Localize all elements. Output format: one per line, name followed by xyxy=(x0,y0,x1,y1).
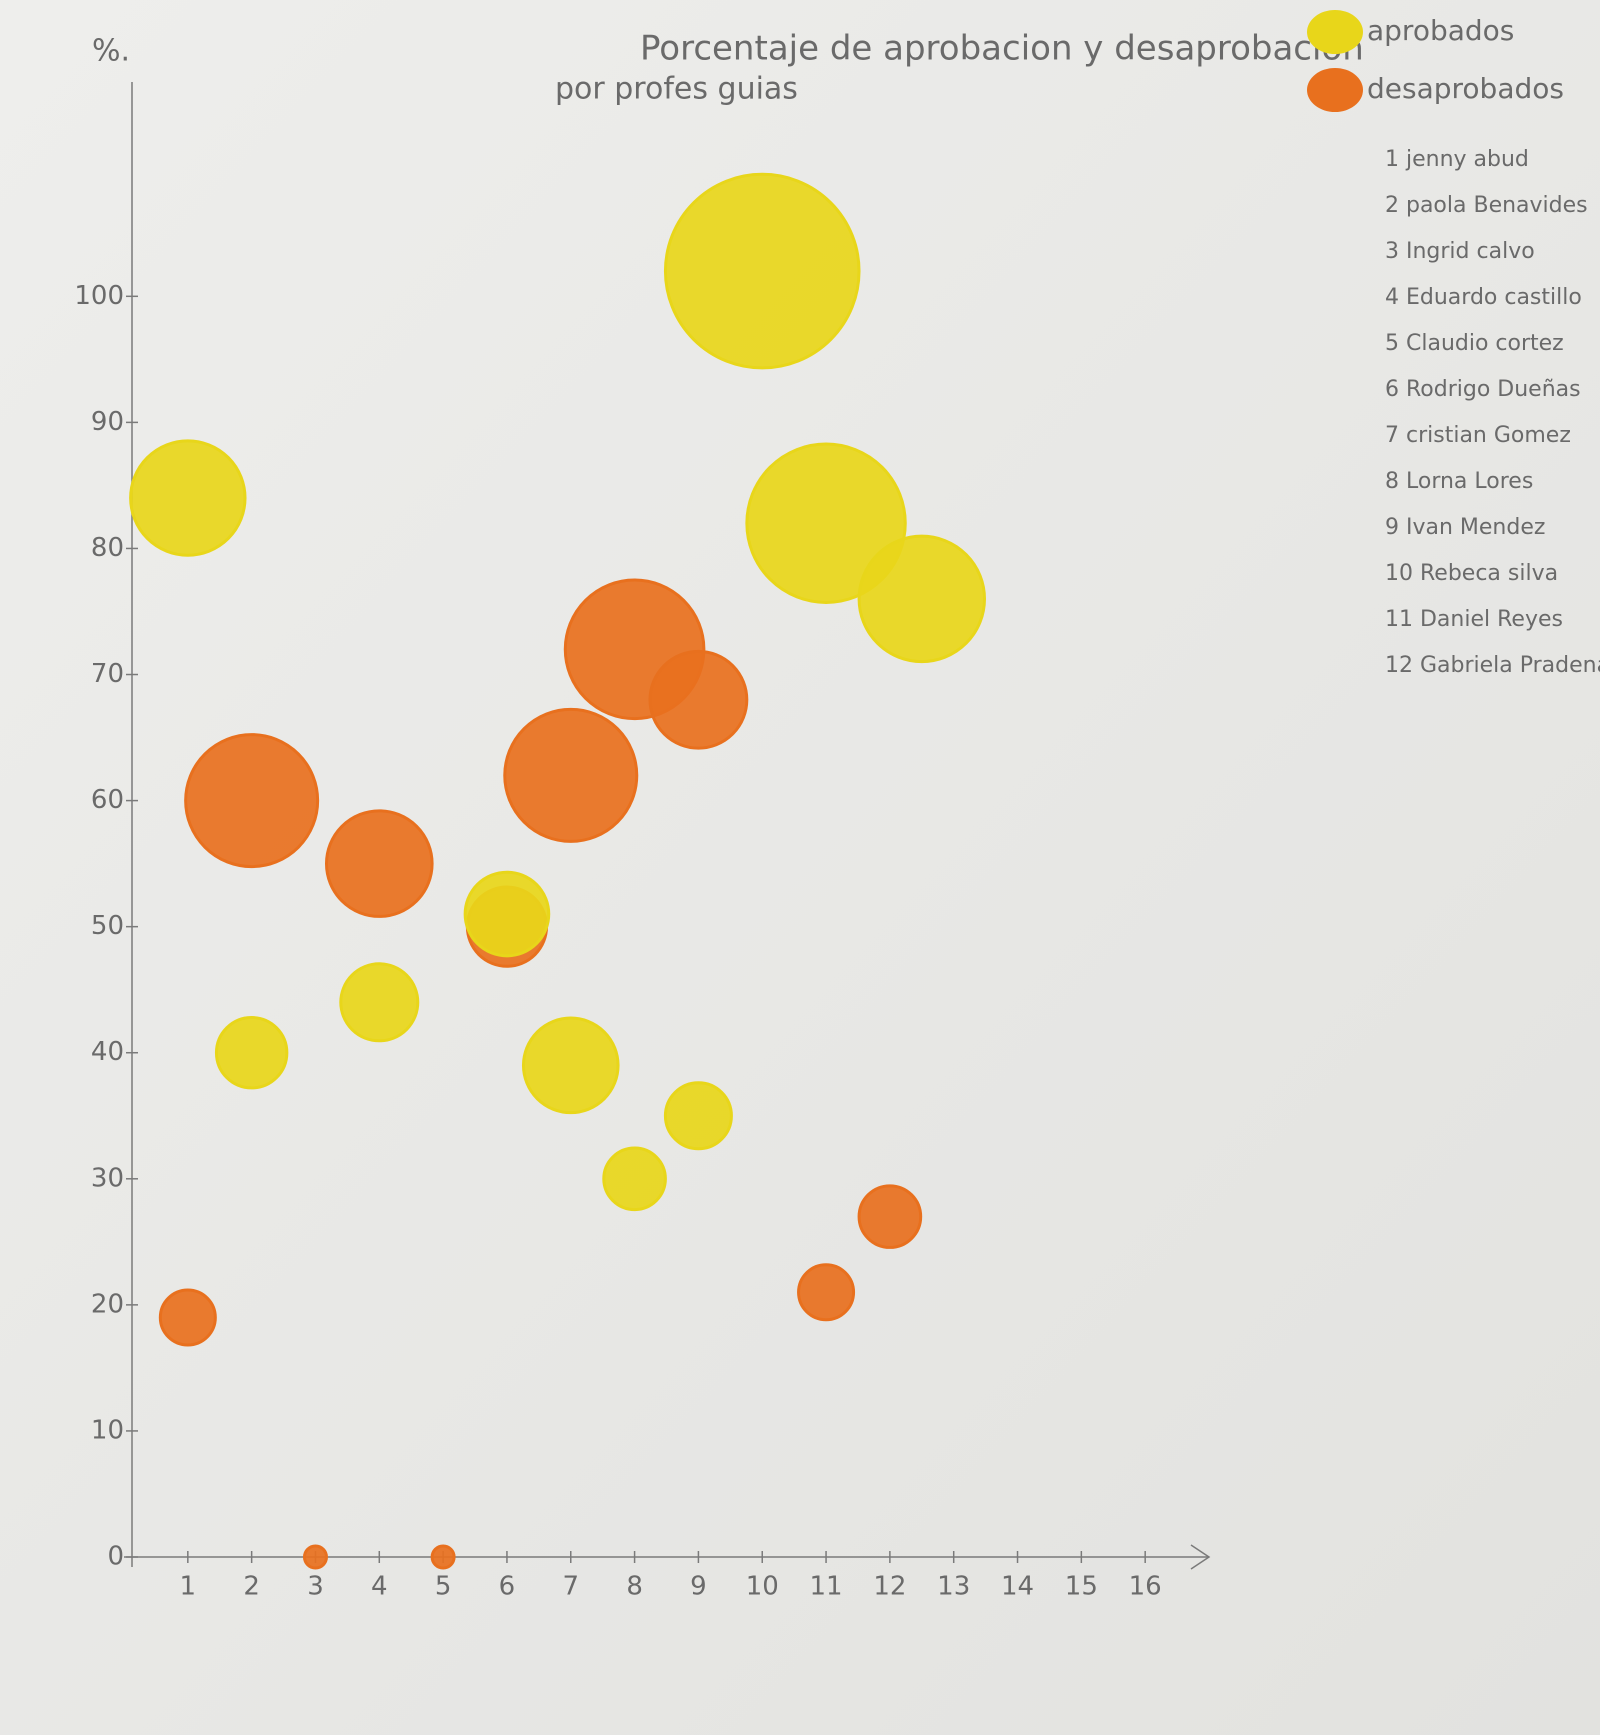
name-entry: 4 Eduardo castillo xyxy=(1385,285,1582,310)
x-tick-label: 3 xyxy=(307,1572,324,1602)
y-tick-label: 0 xyxy=(107,1542,124,1572)
legend-swatch xyxy=(1307,68,1363,112)
bubble xyxy=(430,1544,456,1570)
y-tick-label: 90 xyxy=(91,407,124,437)
x-tick-label: 6 xyxy=(499,1572,516,1602)
chart-title: Porcentaje de aprobacion y desaprobación xyxy=(640,29,1364,69)
x-tick-label: 13 xyxy=(937,1572,970,1602)
chart-subtitle: por profes guias xyxy=(555,72,798,107)
x-tick-label: 1 xyxy=(180,1572,197,1602)
name-entry: 7 cristian Gomez xyxy=(1385,423,1571,448)
x-tick-label: 9 xyxy=(690,1572,707,1602)
name-entry: 6 Rodrigo Dueñas xyxy=(1385,377,1581,402)
name-entry: 9 Ivan Mendez xyxy=(1385,515,1545,540)
y-axis-label: %. xyxy=(92,34,130,69)
bubble xyxy=(602,1146,667,1212)
x-tick-label: 16 xyxy=(1129,1572,1162,1602)
x-tick-label: 11 xyxy=(810,1572,843,1602)
x-tick-label: 7 xyxy=(562,1572,579,1602)
bubble xyxy=(214,1016,289,1090)
bubble xyxy=(324,809,434,918)
name-entry: 1 jenny abud xyxy=(1385,147,1529,172)
name-entry: 10 Rebeca silva xyxy=(1385,561,1558,586)
x-tick-label: 8 xyxy=(626,1572,643,1602)
y-tick-label: 30 xyxy=(91,1163,124,1193)
y-tick-label: 50 xyxy=(91,911,124,941)
x-tick-label: 14 xyxy=(1001,1572,1034,1602)
bubble xyxy=(857,1184,923,1249)
x-tick-label: 5 xyxy=(435,1572,452,1602)
bubble xyxy=(663,1081,733,1151)
bubble xyxy=(184,733,320,869)
bubble xyxy=(158,1288,217,1347)
name-entry: 2 paola Benavides xyxy=(1385,193,1588,218)
name-entry: 8 Lorna Lores xyxy=(1385,469,1533,494)
y-tick-label: 10 xyxy=(91,1415,124,1445)
name-entry: 3 Ingrid calvo xyxy=(1385,239,1535,264)
legend: aprobados desaprobados xyxy=(1307,10,1564,112)
bubble xyxy=(745,442,907,604)
y-tick-label: 40 xyxy=(91,1037,124,1067)
y-tick-label: 100 xyxy=(74,281,124,311)
x-tick-label: 4 xyxy=(371,1572,388,1602)
name-entry: 11 Daniel Reyes xyxy=(1385,607,1563,632)
bubble xyxy=(503,707,639,843)
legend-swatch xyxy=(1307,10,1363,54)
bubble xyxy=(663,172,861,370)
bubble xyxy=(648,649,749,750)
bubble xyxy=(302,1544,328,1570)
legend-label: aprobados xyxy=(1367,14,1514,47)
bubble xyxy=(463,870,551,958)
x-axis-arrow xyxy=(1190,1544,1211,1570)
name-entry: 5 Claudio cortez xyxy=(1385,331,1564,356)
bubble xyxy=(339,962,420,1043)
bubble xyxy=(857,534,986,664)
x-tick-label: 10 xyxy=(746,1572,779,1602)
bubble xyxy=(129,439,247,557)
x-tick-label: 12 xyxy=(873,1572,906,1602)
y-tick-label: 20 xyxy=(91,1289,124,1319)
y-tick-label: 70 xyxy=(91,659,124,689)
y-tick-label: 80 xyxy=(91,533,124,563)
bubble xyxy=(521,1016,620,1115)
x-tick-label: 15 xyxy=(1065,1572,1098,1602)
y-tick-label: 60 xyxy=(91,785,124,815)
name-list: 1 jenny abud 2 paola Benavides 3 Ingrid ca… xyxy=(1385,147,1600,678)
bubble xyxy=(797,1263,856,1322)
name-entry: 12 Gabriela Pradenas xyxy=(1385,653,1600,678)
legend-label: desaprobados xyxy=(1367,72,1564,105)
x-tick-label: 2 xyxy=(243,1572,260,1602)
